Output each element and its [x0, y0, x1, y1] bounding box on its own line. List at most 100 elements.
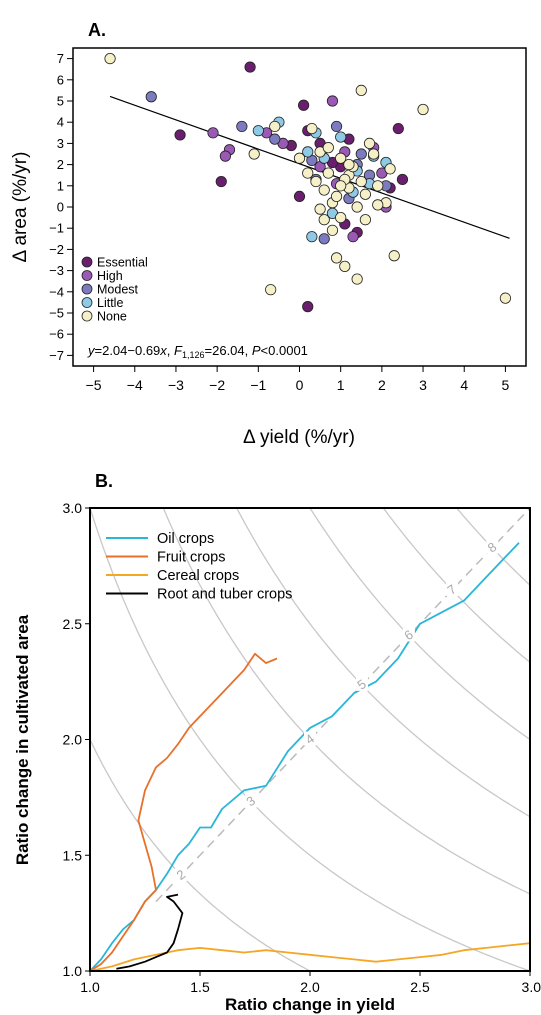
point-none	[302, 167, 314, 179]
point-high	[219, 150, 231, 162]
iso-curve	[382, 508, 530, 664]
panel-b-y-tick-label: 1.0	[63, 963, 83, 979]
point-none	[363, 137, 376, 149]
panel-b-y-tick-label: 2.0	[63, 732, 83, 748]
panel-a-x-tick-label: −5	[86, 377, 102, 393]
point-little	[306, 231, 318, 243]
legend-label: Modest	[97, 283, 139, 297]
panel-a-y-tick-label: 1	[57, 178, 64, 193]
point-none	[310, 175, 322, 188]
panel-a-x-tick-label: 1	[337, 377, 345, 393]
panel-a-y-label: Δ area (%/yr)	[10, 152, 31, 263]
regression-annotation: y=2.04−0.69x, F1,126=26.04, P<0.0001	[87, 343, 308, 360]
point-essential	[302, 301, 314, 313]
legend-label: Fruit crops	[157, 550, 226, 566]
panel-b-y-tick-label: 3.0	[63, 500, 83, 516]
iso-label-bg	[486, 539, 499, 554]
iso-curve	[455, 508, 530, 587]
panel-a-x-tick-label: −2	[209, 377, 225, 393]
panel-b-y-axis: 1.0 1.5 2.0 2.5 3.0	[63, 500, 90, 979]
point-none	[335, 212, 347, 224]
point-essential	[392, 122, 404, 135]
iso-label-bg	[402, 627, 415, 642]
panel-a-y-tick-label: 2	[57, 157, 64, 172]
panel-b-x-tick-label: 1.5	[190, 979, 210, 995]
point-none	[372, 199, 384, 211]
panel-a-y-tick-label: 4	[57, 115, 64, 130]
legend-label: Root and tuber crops	[157, 587, 292, 603]
legend-marker	[81, 310, 93, 322]
point-none	[322, 142, 334, 154]
panel-a-y-tick-label: −7	[49, 348, 64, 363]
point-modest	[355, 148, 367, 160]
point-none	[359, 214, 371, 226]
series-line-root-and-tuber-crops	[116, 893, 184, 970]
panel-b-x-axis: 1.0 1.5 2.0 2.5 3.0	[80, 971, 541, 995]
panel-a-y-tick-label: −5	[49, 306, 64, 321]
panel-a-x-tick-label: 5	[502, 377, 510, 393]
point-none	[330, 190, 343, 202]
point-none	[339, 260, 351, 272]
point-none	[318, 214, 330, 226]
legend-marker	[81, 283, 93, 295]
panel-a-y-tick-label: 6	[57, 72, 64, 87]
panel-b-label: B.	[95, 471, 113, 491]
panel-a-y-tick-label: −2	[49, 242, 64, 257]
point-essential	[244, 61, 256, 73]
legend-label: Oil crops	[157, 531, 214, 547]
point-none	[368, 148, 380, 160]
panel-a-x-tick-label: −1	[250, 377, 266, 393]
panel-b-x-tick-label: 3.0	[522, 979, 541, 995]
point-high	[207, 127, 219, 139]
point-none	[293, 152, 306, 164]
iso-label-bg	[446, 582, 459, 597]
legend-label: Cereal crops	[157, 568, 239, 584]
point-none	[318, 184, 330, 196]
point-none	[326, 224, 339, 236]
point-none	[314, 203, 326, 215]
point-modest	[269, 133, 281, 145]
panel-a-y-axis: 7 6 5 4 3 2 1 0 −1 −2 −3 −4 −5 −6 −7	[49, 51, 73, 363]
legend-label: None	[97, 310, 127, 324]
point-none	[355, 175, 367, 188]
point-none	[330, 252, 343, 264]
point-none	[499, 292, 512, 304]
panel-a-x-tick-label: 0	[296, 377, 304, 393]
panel-a-y-tick-label: 0	[57, 200, 64, 215]
point-modest	[145, 91, 157, 103]
iso-label-bg	[304, 731, 316, 746]
panel-a-points	[104, 52, 512, 313]
iso-label-bg	[175, 867, 188, 882]
point-none	[265, 284, 277, 296]
panel-b-series	[90, 542, 530, 971]
point-modest	[236, 120, 248, 133]
legend-marker	[81, 270, 93, 281]
point-high	[326, 95, 339, 107]
iso-curve	[90, 508, 530, 971]
panel-a-plot-area	[72, 47, 527, 367]
panel-a-y-tick-label: −3	[49, 263, 64, 278]
point-none	[388, 250, 400, 262]
iso-label-bg	[355, 676, 368, 691]
point-none	[322, 167, 334, 179]
panel-a-y-tick-label: 7	[57, 51, 64, 66]
point-little	[252, 125, 264, 137]
point-high	[347, 231, 359, 243]
iso-curve	[162, 508, 530, 895]
iso-label-bg	[245, 793, 258, 808]
iso-curve	[309, 508, 530, 741]
legend-label: Essential	[97, 256, 148, 270]
panel-b-legend: Oil crops Fruit crops Cereal crops Root and…	[106, 531, 292, 603]
panel-b-y-label: Ratio change in cultivated area	[13, 614, 32, 865]
point-none	[343, 159, 355, 171]
legend-label: Little	[97, 296, 123, 310]
panel-a-x-tick-label: −3	[168, 377, 184, 393]
series-line-oil-crops	[90, 542, 520, 971]
point-none	[351, 201, 363, 213]
panel-a-y-tick-label: −6	[49, 327, 64, 342]
point-none	[248, 148, 260, 160]
point-none	[359, 188, 371, 200]
